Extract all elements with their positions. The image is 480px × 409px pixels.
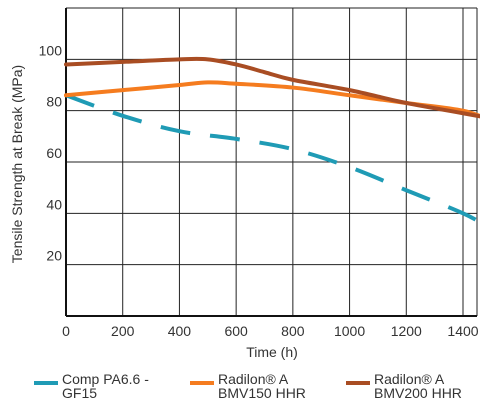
legend-swatch-bmv200 (346, 381, 370, 385)
x-tick-label: 1400 (447, 323, 478, 339)
series-line-2 (64, 56, 480, 119)
chart: 0 200 400 600 800 1000 1200 1400 20 40 60 80 100 Ti… (9, 7, 480, 360)
axes (65, 8, 477, 317)
legend-label-line1: Comp PA6.6 - (62, 371, 149, 387)
x-tick-label: 200 (111, 323, 135, 339)
legend-label-line1: Radilon® A (218, 371, 289, 387)
legend-label-line2: GF15 (62, 385, 98, 401)
x-tick-label: 0 (62, 323, 70, 339)
x-tick-label: 400 (168, 323, 192, 339)
legend-swatch-bmv150 (190, 381, 214, 385)
grid (66, 7, 478, 316)
y-axis-title: Tensile Strength at Break (MPa) (9, 65, 25, 263)
x-tick-label: 1000 (334, 323, 365, 339)
x-axis-title: Time (h) (246, 344, 298, 360)
y-tick-label: 60 (46, 145, 62, 161)
legend-label-line1: Radilon® A (374, 371, 445, 387)
y-tick-label: 40 (46, 196, 62, 212)
y-tick-label: 80 (46, 94, 62, 110)
y-tick-label: 20 (46, 248, 62, 264)
x-tick-label: 800 (281, 323, 305, 339)
y-tick-labels: 20 40 60 80 100 (39, 42, 63, 263)
legend-label-line2: BMV150 HHR (218, 385, 306, 401)
y-tick-label: 100 (39, 42, 63, 58)
legend-item-bmv150: Radilon® A BMV150 HHR (190, 372, 306, 400)
series-line-1 (64, 80, 480, 119)
legend-item-bmv200: Radilon® A BMV200 HHR (346, 372, 462, 400)
legend-label-line2: BMV200 HHR (374, 385, 462, 401)
legend: Comp PA6.6 - GF15 Radilon® A BMV150 HHR … (0, 372, 480, 409)
series-line-0 (65, 93, 480, 225)
legend-item-comp-pa66: Comp PA6.6 - GF15 (34, 372, 149, 400)
legend-swatch-comp-pa66 (34, 381, 58, 385)
x-tick-label: 1200 (391, 323, 422, 339)
x-tick-label: 600 (224, 323, 248, 339)
series-group (64, 56, 480, 225)
x-tick-labels: 0 200 400 600 800 1000 1200 1400 (62, 323, 479, 339)
